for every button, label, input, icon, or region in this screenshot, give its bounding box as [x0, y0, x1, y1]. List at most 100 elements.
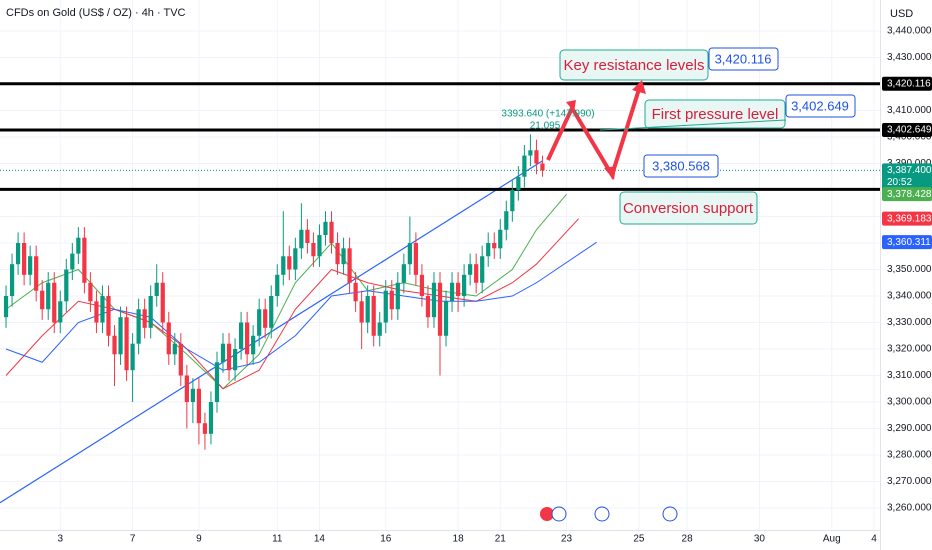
event-icon	[594, 506, 610, 522]
candle-body	[510, 190, 515, 212]
candle-body	[46, 282, 51, 310]
x-tick-label: 21	[495, 534, 507, 545]
y-tick-label: 3,290.000	[887, 423, 932, 434]
candle-body	[281, 256, 286, 275]
price-badge-label: 3,378.428	[887, 189, 932, 200]
callout-text: First pressure level	[652, 106, 779, 123]
currency: USD	[890, 8, 913, 20]
candle-body	[28, 256, 33, 275]
candle-body	[395, 282, 400, 310]
candle-body	[160, 282, 165, 323]
candle-body	[257, 309, 262, 336]
candle-body	[455, 282, 461, 297]
candle-body	[275, 274, 280, 297]
candle-body	[263, 309, 268, 328]
candle-body	[34, 256, 39, 291]
candle-body	[431, 282, 437, 318]
countdown: 20:52	[887, 177, 912, 188]
candle-body	[443, 301, 449, 336]
price-badge	[882, 76, 932, 91]
candle-body	[437, 282, 443, 336]
candle-body	[130, 343, 135, 371]
x-tick-label: Aug	[823, 534, 841, 545]
y-tick-label: 3,430.000	[887, 52, 932, 63]
candle-body	[534, 150, 539, 164]
candle-body	[3, 296, 9, 318]
y-tick-label: 3,410.000	[887, 105, 932, 116]
x-tick-label: 3	[57, 534, 63, 545]
candle-body	[88, 282, 93, 302]
arrow-heads	[566, 80, 646, 180]
candle-body	[9, 264, 15, 297]
callout-box	[644, 99, 786, 129]
y-tick-label: 3,340.000	[887, 291, 932, 302]
candle-body	[311, 243, 316, 257]
event-icon	[662, 506, 678, 522]
candle-body	[486, 243, 491, 257]
candle-body	[220, 343, 226, 363]
price-badge-label: 3,360.311	[887, 237, 931, 248]
candle-body	[287, 256, 292, 270]
candle-body	[136, 309, 141, 344]
callout-text: 3,420.116	[715, 51, 772, 66]
price-badge	[882, 163, 932, 190]
callout-text: Conversion support	[623, 200, 754, 217]
candle-body	[208, 402, 214, 434]
candle-body	[76, 237, 81, 254]
candle-body	[480, 256, 485, 283]
chart-title: CFDs on Gold (US$ / OZ) · 4h · TVC	[6, 7, 186, 19]
price-badge	[882, 187, 932, 202]
candle-body	[528, 150, 533, 156]
y-tick-label: 3,270.000	[887, 476, 932, 487]
candle-body	[251, 335, 256, 355]
candle-body	[15, 243, 21, 265]
candle-body	[112, 335, 117, 355]
candle-body	[82, 237, 87, 283]
candle-body	[407, 243, 412, 265]
candle-body	[94, 301, 99, 323]
candle-body	[64, 269, 69, 302]
y-tick-label: 3,400.000	[887, 132, 932, 143]
candle-body	[449, 282, 455, 302]
event-icon	[540, 507, 554, 521]
candle-body	[317, 235, 322, 257]
candle-body	[492, 243, 497, 249]
candle-body	[166, 322, 171, 355]
candle-body	[474, 264, 479, 283]
callout-box	[559, 49, 709, 81]
candle-body	[245, 322, 250, 355]
candle-body	[40, 290, 45, 310]
candle-body	[269, 296, 274, 328]
candle-body	[70, 253, 75, 270]
price-badge	[882, 122, 932, 137]
high-marker: 3393.640 (+147.990)	[501, 109, 594, 120]
candle-body	[305, 229, 310, 244]
candle-body	[214, 362, 220, 403]
candle-body	[22, 243, 27, 275]
x-tick-label: 11	[272, 534, 283, 545]
candle-body	[323, 221, 328, 236]
price-badge-label: 3,402.649	[887, 125, 932, 136]
candle-body	[462, 274, 467, 297]
candle-body	[238, 322, 244, 350]
zigzag-arrow	[546, 85, 642, 180]
candle-body	[106, 296, 111, 336]
x-tick-label: 23	[561, 534, 573, 545]
y-tick-label: 3,440.000	[887, 26, 932, 37]
y-tick-label: 3,280.000	[887, 450, 932, 461]
x-tick-label: 18	[453, 534, 465, 545]
y-tick-label: 3,260.000	[887, 503, 932, 514]
callout-text: 3,380.568	[652, 158, 710, 173]
x-tick-label: 30	[754, 534, 766, 545]
candle-body	[419, 274, 425, 297]
callout-box	[785, 94, 856, 118]
candle-body	[184, 375, 189, 403]
candle-body	[226, 343, 232, 371]
annotations: Key resistance levels 3,420.116 First pr…	[501, 47, 856, 522]
x-tick-label: 4	[871, 534, 877, 545]
price-badge	[882, 235, 932, 250]
candle-body	[359, 301, 364, 323]
candle-body	[504, 211, 509, 230]
candle-body	[365, 296, 370, 323]
